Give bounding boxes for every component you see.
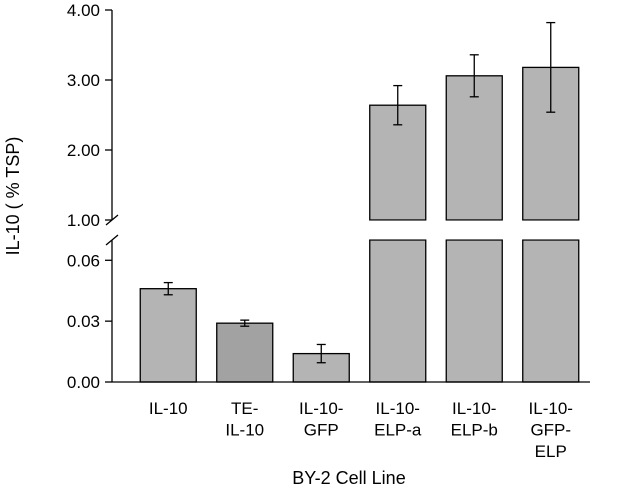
y-tick-label: 1.00 [67,211,100,230]
y-axis-title: IL-10 ( % TSP) [3,137,23,256]
x-tick-label-line: GFP- [530,421,571,440]
y-tick-label: 0.03 [67,312,100,331]
x-tick-label: IL-10- GFP- ELP [529,399,573,461]
x-category-labels: IL-10 TE- IL-10 IL-10- GFP IL-10- ELP-a IL-10- E… [149,399,573,461]
x-tick-label: TE- IL-10 [225,399,264,440]
axis-break-gap [113,220,593,240]
bar [216,322,274,383]
x-tick-label: IL-10 [149,399,188,418]
x-tick-label-line: IL-10- [529,399,573,418]
axis-break-mark [105,234,119,246]
bars-layer [113,66,593,383]
x-tick-label-line: IL-10- [299,399,343,418]
bar [139,288,197,383]
y-axis [105,9,590,383]
y-tick-label: 0.00 [67,373,100,392]
x-tick-label: IL-10- GFP [299,399,343,440]
y-tick-label: 2.00 [67,141,100,160]
bar-lower-segment [445,239,503,383]
y-tick-label: 4.00 [67,1,100,20]
y-tick-labels: 1.00 2.00 3.00 4.00 0.00 0.03 0.06 [67,1,100,392]
bar-lower-segment [522,239,580,383]
x-tick-label-line: IL-10 [149,399,188,418]
x-tick-label-line: ELP [535,442,567,461]
x-tick-label: IL-10- ELP-a [374,399,422,440]
x-tick-label-line: ELP-b [451,421,498,440]
x-tick-label-line: ELP-a [374,421,422,440]
error-bars-layer [163,21,556,364]
x-tick-label-line: IL-10- [376,399,420,418]
x-axis-title: BY-2 Cell Line [292,468,405,488]
x-tick-label: IL-10- ELP-b [451,399,498,440]
x-tick-label-line: TE- [231,399,258,418]
bar-lower-segment [369,239,427,383]
x-tick-label-line: IL-10 [225,421,264,440]
x-tick-label-line: IL-10- [452,399,496,418]
y-tick-label: 3.00 [67,71,100,90]
x-tick-label-line: GFP [304,421,339,440]
y-tick-label: 0.06 [67,251,100,270]
